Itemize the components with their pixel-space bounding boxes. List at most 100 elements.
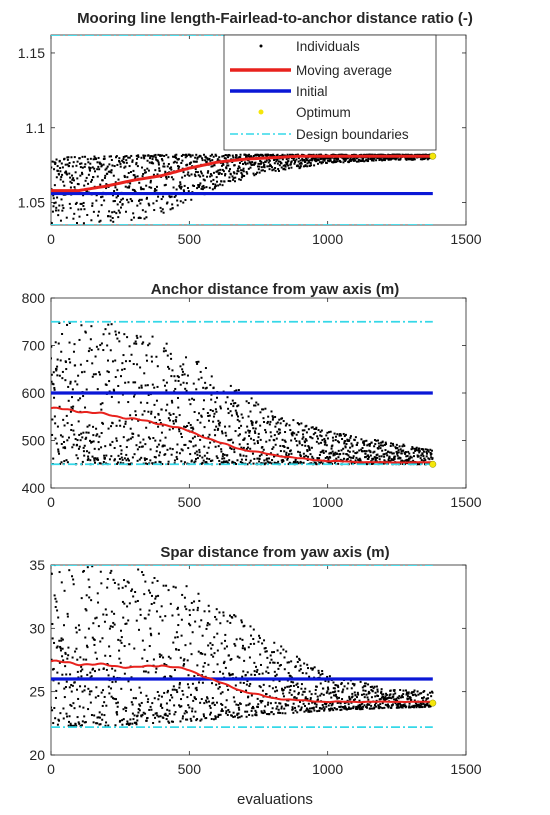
- scatter-point: [343, 442, 346, 445]
- scatter-point: [65, 673, 68, 676]
- scatter-point: [375, 705, 378, 708]
- scatter-point: [393, 458, 396, 461]
- scatter-point: [172, 585, 175, 588]
- scatter-point: [164, 712, 167, 715]
- scatter-point: [177, 406, 180, 409]
- x-tick-label: 500: [178, 231, 202, 247]
- scatter-point: [165, 175, 168, 178]
- scatter-point: [259, 159, 262, 162]
- scatter-point: [261, 700, 264, 703]
- scatter-point: [117, 384, 120, 387]
- scatter-point: [167, 163, 170, 166]
- scatter-point: [291, 431, 294, 434]
- scatter-point: [81, 668, 84, 671]
- scatter-point: [183, 425, 186, 428]
- scatter-point: [257, 162, 260, 165]
- scatter-point: [337, 690, 340, 693]
- scatter-point: [63, 687, 66, 690]
- scatter-point: [86, 213, 89, 216]
- scatter-point: [98, 711, 101, 714]
- scatter-point: [135, 619, 138, 622]
- scatter-point: [93, 670, 96, 673]
- scatter-point: [209, 159, 212, 162]
- scatter-point: [239, 637, 242, 640]
- scatter-point: [322, 157, 325, 160]
- scatter-point: [121, 368, 124, 371]
- scatter-point: [195, 361, 198, 364]
- scatter-point: [196, 171, 199, 174]
- scatter-point: [90, 440, 93, 443]
- scatter-point: [113, 459, 116, 462]
- scatter-point: [144, 210, 147, 213]
- scatter-point: [214, 615, 217, 618]
- scatter-point: [268, 713, 271, 716]
- scatter-point: [270, 658, 273, 661]
- scatter-point: [190, 426, 193, 429]
- scatter-point: [429, 691, 432, 694]
- scatter-point: [260, 169, 263, 172]
- scatter-point: [332, 161, 335, 164]
- scatter-point: [256, 441, 259, 444]
- scatter-point: [225, 710, 228, 713]
- legend-label-initial: Initial: [296, 84, 328, 99]
- scatter-point: [157, 425, 160, 428]
- legend: Individuals Moving average Initial Optim…: [223, 34, 437, 151]
- scatter-point: [155, 712, 158, 715]
- scatter-point: [236, 712, 239, 715]
- scatter-point: [290, 439, 293, 442]
- scatter-point: [373, 707, 376, 710]
- scatter-point: [308, 446, 311, 449]
- scatter-point: [196, 156, 199, 159]
- scatter-point: [161, 154, 164, 157]
- scatter-point: [193, 435, 196, 438]
- scatter-point: [126, 186, 129, 189]
- scatter-point: [237, 165, 240, 168]
- scatter-point: [253, 430, 256, 433]
- scatter-point: [121, 723, 124, 726]
- scatter-point: [147, 613, 150, 616]
- scatter-point: [202, 178, 205, 181]
- scatter-point: [246, 710, 249, 713]
- scatter-point: [311, 668, 314, 671]
- scatter-point: [87, 578, 90, 581]
- scatter-point: [176, 165, 179, 168]
- scatter-point: [260, 166, 263, 169]
- scatter-point: [54, 209, 57, 212]
- scatter-point: [292, 711, 295, 714]
- scatter-point: [392, 458, 395, 461]
- scatter-point: [129, 414, 132, 417]
- scatter-point: [156, 365, 159, 368]
- scatter-point: [53, 707, 56, 710]
- scatter-point: [280, 707, 283, 710]
- scatter-point: [322, 451, 325, 454]
- scatter-point: [53, 641, 56, 644]
- scatter-point: [388, 158, 391, 161]
- scatter-point: [96, 388, 99, 391]
- scatter-point: [341, 690, 344, 693]
- scatter-point: [59, 649, 62, 652]
- scatter-point: [304, 687, 307, 690]
- scatter-point: [89, 671, 92, 674]
- scatter-point: [351, 682, 354, 685]
- scatter-point: [175, 156, 178, 159]
- scatter-point: [286, 162, 289, 165]
- scatter-point: [139, 608, 142, 611]
- scatter-point: [362, 440, 365, 443]
- scatter-point: [413, 705, 416, 708]
- scatter-point: [196, 606, 199, 609]
- scatter-point: [147, 436, 150, 439]
- scatter-point: [163, 184, 166, 187]
- scatter-point: [300, 162, 303, 165]
- scatter-point: [364, 685, 367, 688]
- scatter-point: [232, 711, 235, 714]
- scatter-point: [370, 707, 373, 710]
- scatter-point: [284, 712, 287, 715]
- scatter-point: [266, 457, 269, 460]
- scatter-point: [223, 180, 226, 183]
- scatter-point: [88, 586, 91, 589]
- scatter-point: [83, 715, 86, 718]
- scatter-point: [106, 165, 109, 168]
- scatter-point: [426, 693, 429, 696]
- scatter-point: [60, 350, 63, 353]
- scatter-point: [152, 714, 155, 717]
